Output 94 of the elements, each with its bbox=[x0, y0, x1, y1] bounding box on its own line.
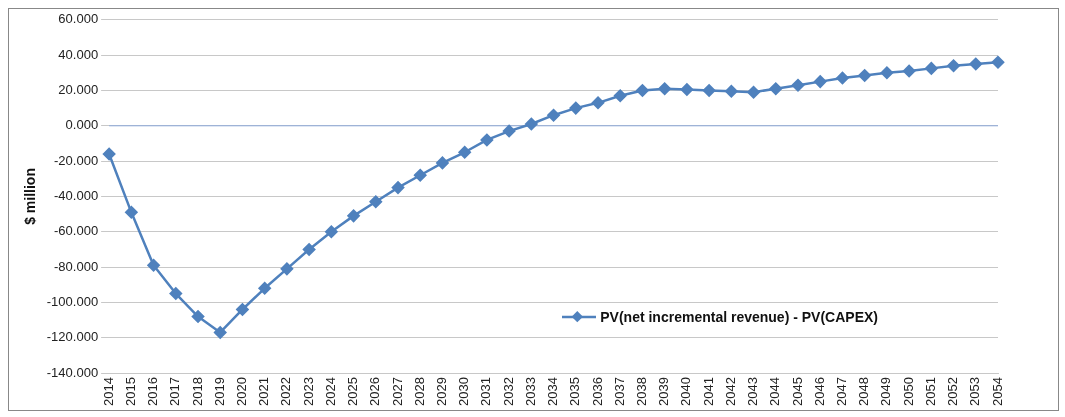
x-tick-label: 2046 bbox=[811, 377, 827, 406]
point bbox=[769, 82, 783, 95]
point bbox=[413, 168, 427, 182]
point bbox=[591, 96, 605, 110]
x-tick-label: 2020 bbox=[234, 377, 250, 406]
point bbox=[391, 181, 405, 194]
x-tick-label: 2039 bbox=[656, 377, 672, 406]
y-tick-label: -120.000 bbox=[46, 329, 99, 345]
point bbox=[947, 59, 960, 72]
point bbox=[525, 117, 538, 131]
x-tick-label: 2021 bbox=[256, 377, 272, 406]
point bbox=[169, 287, 183, 300]
legend-label: PV(net incremental revenue) - PV(CAPEX) bbox=[600, 309, 878, 325]
x-tick-label: 2031 bbox=[478, 377, 494, 406]
point bbox=[747, 85, 760, 99]
x-tick-label: 2028 bbox=[411, 377, 427, 406]
point bbox=[191, 310, 205, 323]
x-tick-label: 2015 bbox=[122, 377, 138, 406]
y-tick-label: 60.000 bbox=[58, 11, 99, 27]
x-tick-label: 2052 bbox=[945, 377, 961, 406]
point bbox=[880, 66, 894, 80]
y-tick-label: -40.000 bbox=[54, 188, 99, 204]
point bbox=[858, 69, 871, 82]
x-tick-label: 2049 bbox=[878, 377, 894, 406]
x-tick-label: 2022 bbox=[278, 377, 294, 406]
point bbox=[925, 62, 938, 75]
x-tick-label: 2050 bbox=[900, 377, 916, 406]
y-tick-label: -100.000 bbox=[46, 294, 99, 309]
point bbox=[347, 209, 360, 223]
point bbox=[147, 259, 160, 272]
x-tick-label: 2030 bbox=[456, 377, 472, 406]
point bbox=[280, 262, 294, 276]
point bbox=[902, 64, 916, 78]
x-tick-label: 2044 bbox=[767, 377, 783, 406]
x-tick-label: 2048 bbox=[856, 377, 872, 406]
point bbox=[236, 303, 249, 316]
x-tick-label: 2042 bbox=[722, 377, 738, 406]
point bbox=[658, 82, 671, 95]
x-tick-label: 2023 bbox=[300, 377, 316, 406]
y-tick-label: 40.000 bbox=[58, 46, 99, 62]
point bbox=[458, 146, 471, 159]
point bbox=[813, 75, 827, 88]
x-tick-label: 2051 bbox=[922, 377, 938, 406]
point bbox=[569, 101, 583, 115]
x-tick-label: 2018 bbox=[189, 377, 205, 406]
point bbox=[302, 243, 316, 256]
point bbox=[991, 55, 1005, 69]
x-tick-label: 2041 bbox=[700, 377, 716, 406]
point bbox=[680, 83, 694, 96]
y-tick-label: -140.000 bbox=[46, 364, 99, 380]
point bbox=[325, 225, 338, 239]
x-tick-label: 2014 bbox=[100, 377, 116, 406]
point bbox=[969, 57, 983, 71]
x-tick-label: 2045 bbox=[789, 377, 805, 406]
point bbox=[258, 282, 271, 295]
point bbox=[436, 156, 449, 170]
x-tick-label: 2034 bbox=[545, 377, 561, 406]
x-tick-label: 2054 bbox=[989, 377, 1005, 406]
point bbox=[836, 71, 849, 85]
point bbox=[480, 133, 494, 147]
point bbox=[636, 84, 649, 97]
y-tick-label: -60.000 bbox=[54, 223, 99, 239]
x-tick-label: 2038 bbox=[634, 377, 650, 406]
x-tick-label: 2027 bbox=[389, 377, 405, 406]
point bbox=[613, 89, 627, 103]
x-tick-label: 2025 bbox=[345, 377, 361, 406]
point bbox=[725, 85, 738, 98]
x-tick-label: 2053 bbox=[967, 377, 983, 406]
x-tick-label: 2019 bbox=[211, 377, 227, 406]
x-tick-label: 2036 bbox=[589, 377, 605, 406]
x-tick-label: 2029 bbox=[434, 377, 450, 406]
x-tick-label: 2043 bbox=[745, 377, 761, 406]
point bbox=[791, 78, 805, 92]
x-tick-label: 2026 bbox=[367, 377, 383, 406]
x-tick-label: 2024 bbox=[322, 377, 338, 406]
x-tick-label: 2017 bbox=[167, 377, 183, 406]
y-axis-title: $ million bbox=[22, 168, 39, 225]
point bbox=[702, 84, 716, 97]
x-tick-label: 2033 bbox=[522, 377, 538, 406]
point bbox=[369, 195, 383, 208]
point bbox=[547, 108, 560, 122]
point bbox=[502, 124, 516, 138]
y-tick-label: 0.000 bbox=[65, 117, 99, 133]
x-tick-label: 2035 bbox=[567, 377, 583, 406]
x-tick-label: 2037 bbox=[611, 377, 627, 406]
x-tick-label: 2047 bbox=[834, 377, 850, 406]
y-tick-label: -80.000 bbox=[54, 258, 99, 274]
y-tick-label: 20.000 bbox=[58, 82, 99, 98]
y-tick-label: -20.000 bbox=[54, 152, 99, 168]
x-tick-label: 2032 bbox=[500, 377, 516, 406]
x-tick-label: 2040 bbox=[678, 377, 694, 406]
point bbox=[213, 326, 227, 339]
x-tick-label: 2016 bbox=[145, 377, 161, 406]
point bbox=[125, 206, 138, 219]
